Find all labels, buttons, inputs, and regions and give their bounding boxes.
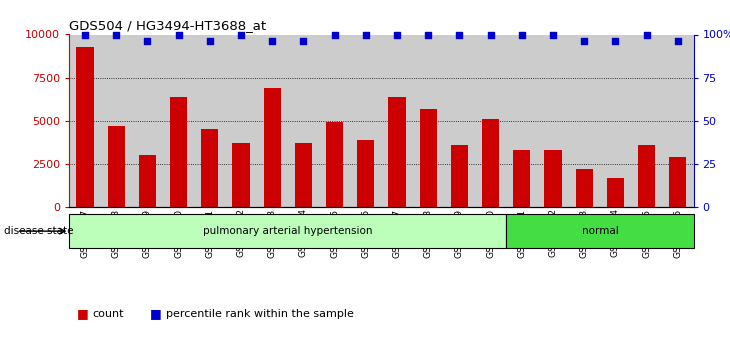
Bar [139, 155, 156, 207]
Point [142, 39, 153, 44]
Bar [69, 214, 507, 248]
Bar [326, 122, 343, 207]
Bar [163, 34, 194, 207]
Point [641, 32, 653, 37]
Text: pulmonary arterial hypertension: pulmonary arterial hypertension [203, 226, 372, 236]
Text: ■: ■ [77, 307, 88, 321]
Bar [264, 88, 281, 207]
Bar [451, 145, 468, 207]
Point [672, 39, 684, 44]
Bar [607, 178, 624, 207]
Bar [482, 119, 499, 207]
Bar [412, 34, 444, 207]
Text: GDS504 / HG3494-HT3688_at: GDS504 / HG3494-HT3688_at [69, 19, 266, 32]
Bar [507, 34, 537, 207]
Point [578, 39, 590, 44]
Bar [537, 34, 569, 207]
Bar [388, 97, 406, 207]
Point [235, 32, 247, 37]
Point [110, 32, 122, 37]
Bar [669, 157, 686, 207]
Text: ■: ■ [150, 307, 161, 321]
Bar [69, 34, 101, 207]
Point [610, 39, 621, 44]
Bar [295, 143, 312, 207]
Point [453, 32, 465, 37]
Point [298, 39, 310, 44]
Point [360, 32, 372, 37]
Bar [77, 47, 93, 207]
Bar [201, 129, 218, 207]
Bar [662, 34, 694, 207]
Point [266, 39, 278, 44]
Point [173, 32, 185, 37]
Bar [350, 34, 381, 207]
Bar [226, 34, 257, 207]
Bar [170, 97, 187, 207]
Point [328, 32, 340, 37]
Bar [319, 34, 350, 207]
Point [485, 32, 496, 37]
Text: count: count [93, 309, 124, 319]
Bar [631, 34, 662, 207]
Bar [513, 150, 531, 207]
Bar [444, 34, 475, 207]
Text: percentile rank within the sample: percentile rank within the sample [166, 309, 353, 319]
Bar [475, 34, 507, 207]
Bar [545, 150, 561, 207]
Bar [507, 214, 694, 248]
Point [204, 39, 215, 44]
Bar [107, 126, 125, 207]
Bar [576, 169, 593, 207]
Bar [569, 34, 600, 207]
Bar [131, 34, 163, 207]
Point [79, 32, 91, 37]
Bar [600, 34, 631, 207]
Bar [357, 140, 374, 207]
Point [516, 32, 528, 37]
Point [548, 32, 559, 37]
Bar [638, 145, 656, 207]
Bar [420, 109, 437, 207]
Bar [257, 34, 288, 207]
Text: disease state: disease state [4, 226, 73, 236]
Point [423, 32, 434, 37]
Text: normal: normal [582, 226, 618, 236]
Bar [232, 143, 250, 207]
Bar [194, 34, 226, 207]
Bar [101, 34, 132, 207]
Point [391, 32, 403, 37]
Bar [288, 34, 319, 207]
Bar [381, 34, 412, 207]
